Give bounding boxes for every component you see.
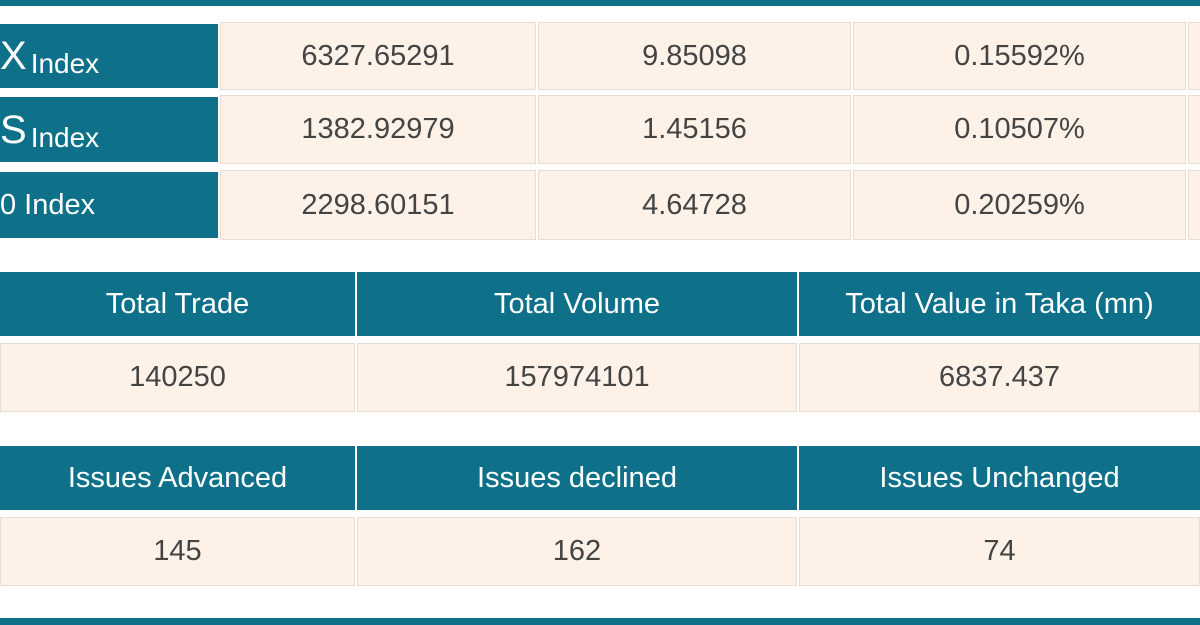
- trade-value: 157974101: [357, 343, 797, 412]
- index-value: 1382.92979: [220, 95, 536, 164]
- issues-value: 145: [0, 517, 355, 586]
- issues-header: Issues declined: [357, 446, 797, 510]
- index-percent: 0.20259%: [853, 170, 1186, 240]
- index-change: 1.45156: [538, 95, 851, 164]
- index-extra: [1188, 22, 1200, 90]
- issues-header: Issues Unchanged: [799, 446, 1200, 510]
- issues-value: 74: [799, 517, 1200, 586]
- trade-header: Total Volume: [357, 272, 797, 336]
- index-value: 6327.65291: [220, 22, 536, 90]
- trade-header: Total Trade: [0, 272, 355, 336]
- index-change: 9.85098: [538, 22, 851, 90]
- index-percent: 0.15592%: [853, 22, 1186, 90]
- index-name: 0 Index: [0, 172, 218, 238]
- index-value: 2298.60151: [220, 170, 536, 240]
- index-code: 0 Index: [0, 188, 96, 221]
- index-suffix: Index: [30, 121, 100, 153]
- index-suffix: Index: [30, 48, 100, 79]
- issues-value: 162: [357, 517, 797, 586]
- trade-header: Total Value in Taka (mn): [799, 272, 1200, 336]
- issues-header: Issues Advanced: [0, 446, 355, 510]
- index-percent: 0.10507%: [853, 95, 1186, 164]
- index-extra: [1188, 95, 1200, 164]
- index-name: S Index: [0, 97, 218, 162]
- trade-value: 140250: [0, 343, 355, 412]
- top-bar: [0, 0, 1200, 6]
- index-code: S: [0, 107, 27, 152]
- index-change: 4.64728: [538, 170, 851, 240]
- index-name: X Index: [0, 24, 218, 88]
- bottom-bar: [0, 618, 1200, 625]
- trade-value: 6837.437: [799, 343, 1200, 412]
- index-extra: [1188, 170, 1200, 240]
- index-code: X: [0, 34, 27, 78]
